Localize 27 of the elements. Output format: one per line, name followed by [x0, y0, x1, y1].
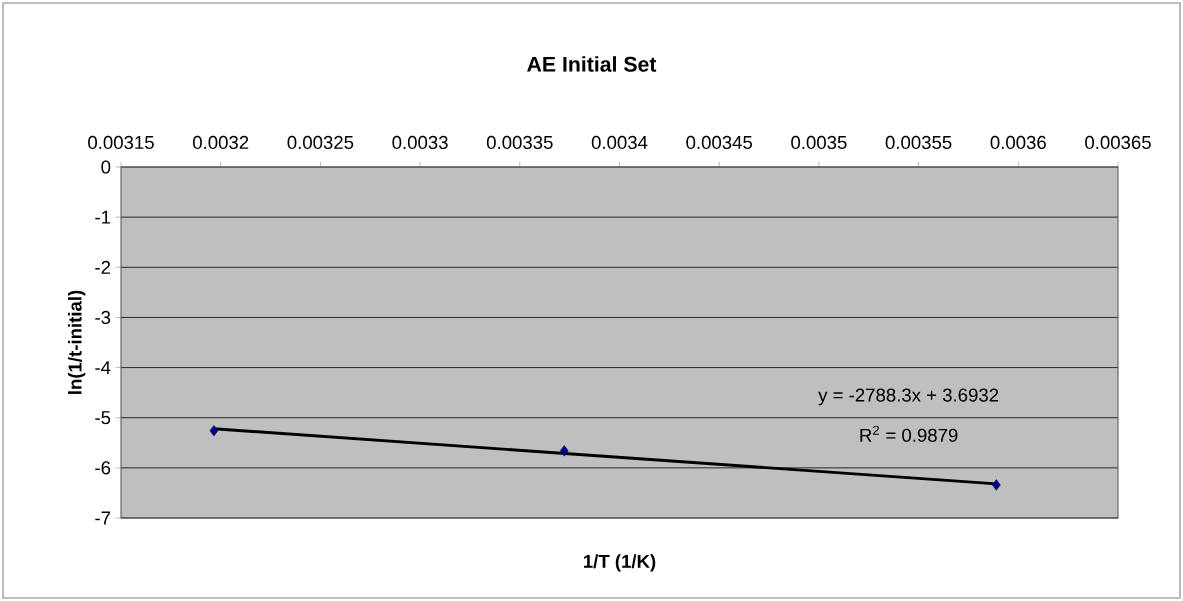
x-axis-title: 1/T (1/K) [583, 554, 656, 572]
y-axis-title: ln(1/t-initial) [68, 290, 86, 394]
y-tick-label: -1 [95, 210, 111, 224]
x-tick-label: 0.0033 [392, 135, 448, 150]
y-tick-label: -7 [95, 511, 111, 525]
annotation: R$^{2}$ = 0.9879 [860, 425, 958, 442]
y-tick-label: -4 [95, 361, 111, 374]
x-tick-label: 0.0032 [192, 135, 249, 150]
x-tick-label: 0.0035 [791, 135, 847, 150]
x-tick-label: 0.0034 [591, 135, 648, 150]
y-tick-label: -6 [95, 461, 111, 475]
x-tick-label: 0.00325 [287, 135, 354, 150]
point [209, 425, 219, 437]
x-tick-label: 0.00365 [1085, 135, 1151, 150]
y-tick-label: -3 [95, 310, 111, 325]
x-tick-label: 0.00345 [686, 135, 753, 150]
x-tick-label: 0.00335 [486, 135, 553, 150]
x-tick-label: 0.00315 [88, 135, 154, 150]
y-tick-label: -5 [95, 411, 111, 425]
y-tick-label: 0 [101, 160, 111, 174]
x-tick-label: 0.00355 [885, 135, 952, 150]
y-tick-label: -2 [95, 260, 111, 274]
chart-title: AE Initial Set [527, 56, 657, 72]
point [560, 445, 569, 457]
x-tick-label: 0.0036 [990, 135, 1046, 150]
point [992, 479, 1001, 491]
annotation: y = -2788.3x + 3.6932 [818, 388, 999, 406]
